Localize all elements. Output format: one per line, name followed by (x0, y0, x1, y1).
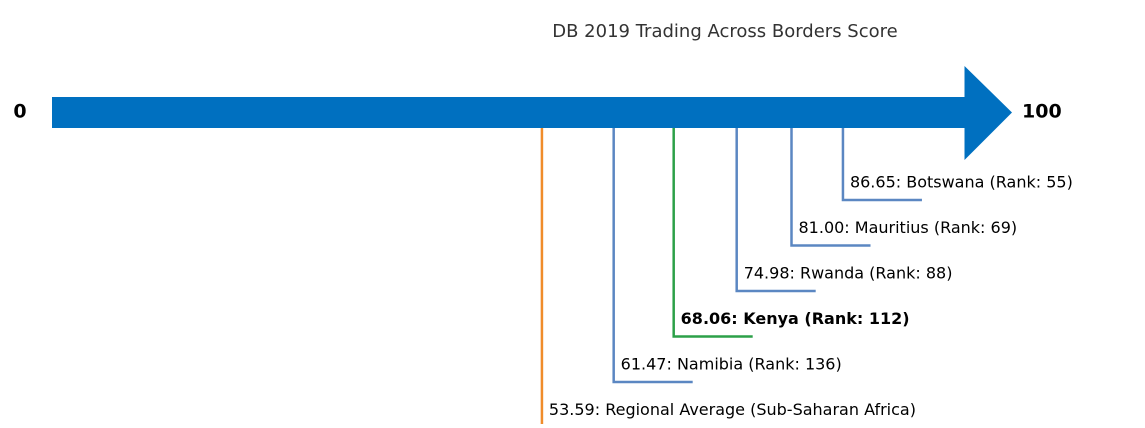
marker-line (612, 128, 693, 384)
data-label: 53.59: Regional Average (Sub-Saharan Afr… (549, 400, 916, 419)
marker-line (841, 128, 922, 202)
marker-line (540, 128, 621, 428)
marker-line (672, 128, 753, 338)
data-label: 61.47: Namibia (Rank: 136) (621, 355, 842, 374)
axis-arrow (52, 66, 1012, 160)
marker-line (790, 128, 871, 247)
data-label: 81.00: Mauritius (Rank: 69) (799, 218, 1018, 237)
data-label: 74.98: Rwanda (Rank: 88) (744, 264, 953, 283)
x-tick-label: 0 (13, 101, 26, 123)
data-label: 86.65: Botswana (Rank: 55) (850, 173, 1073, 192)
data-label: 68.06: Kenya (Rank: 112) (681, 309, 910, 328)
chart-title: DB 2019 Trading Across Borders Score (552, 21, 897, 42)
marker-line (735, 128, 816, 293)
x-tick-label: 100 (1022, 101, 1062, 123)
